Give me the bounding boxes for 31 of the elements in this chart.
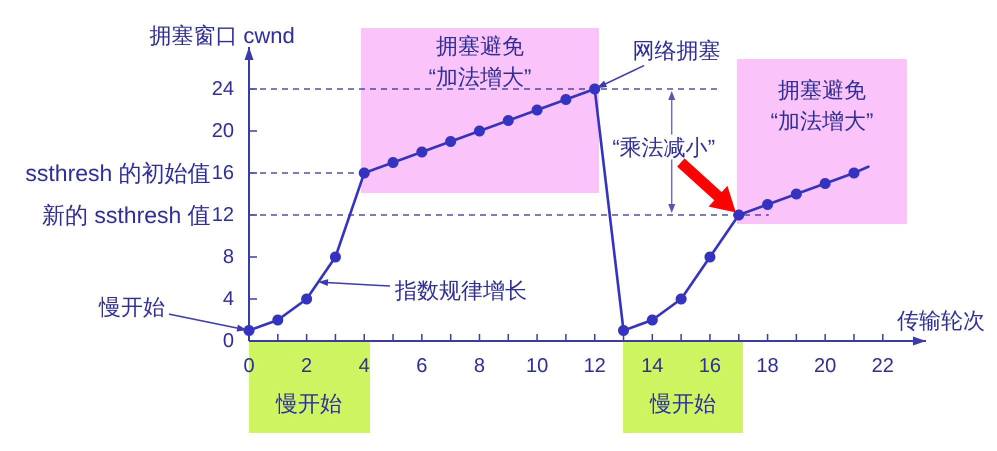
xtick: 12 [584,355,606,377]
xtick: 18 [756,355,779,377]
ytick: 20 [212,120,234,142]
ref-label: 新的 ssthresh 值 [42,202,211,228]
xtick: 22 [872,355,894,377]
ref-label: ssthresh 的初始值 [25,160,211,186]
xtick: 6 [416,355,428,377]
annotation: 拥塞避免 “加法增大” [770,77,874,133]
ytick: 4 [222,288,234,310]
annotation: “乘法减小” [612,134,716,160]
xtick: 16 [698,355,722,377]
ytick: 8 [222,246,234,268]
ytick: 24 [212,78,234,100]
xtick: 0 [243,355,255,377]
xtick: 10 [526,355,548,377]
ylabel: 拥塞窗口 cwnd [149,22,295,48]
annotation: 慢开始 [650,390,716,416]
annotation: 网络拥塞 [632,38,721,62]
ytick: 0 [222,330,234,352]
xtick: 2 [301,355,312,377]
ytick: 16 [212,162,234,184]
xtick: 20 [814,355,836,377]
annotation: 慢开始 [99,294,165,319]
xtick: 4 [358,355,370,377]
xlabel: 传输轮次 [897,308,985,332]
annotation: 拥塞避免 “加法增大” [428,33,532,89]
annotation: 指数规律增长 [395,278,527,302]
xtick: 8 [474,355,486,377]
annotation: 慢开始 [276,390,342,416]
xtick: 14 [641,355,664,377]
ytick: 12 [212,204,234,226]
